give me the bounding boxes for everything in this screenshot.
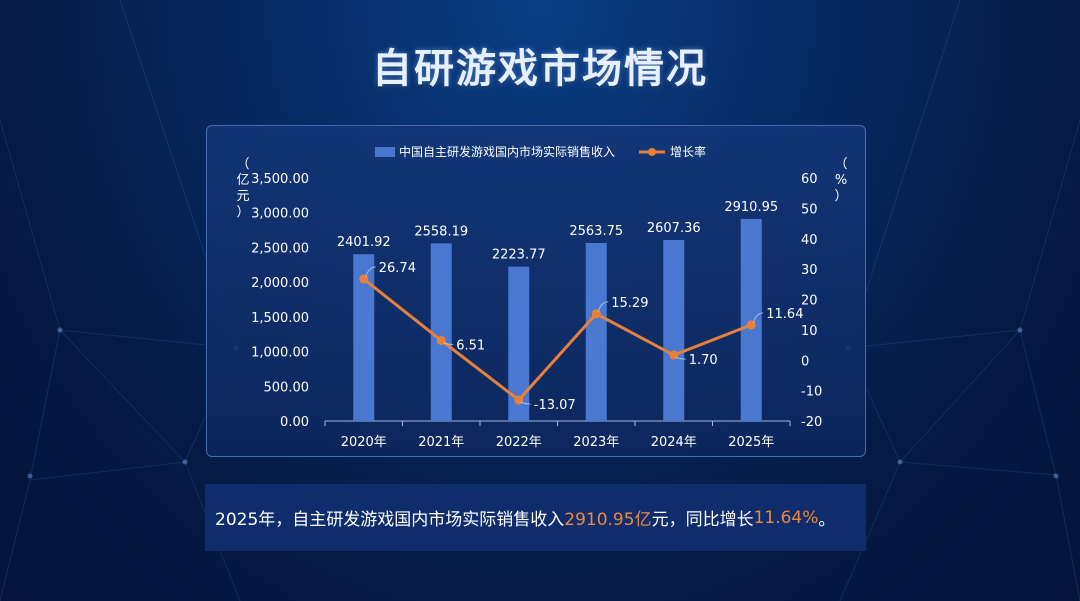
growth-rate-label: 26.74 [379, 261, 416, 276]
legend-line-marker [648, 148, 656, 156]
y-left-axis-title-char: 亿 [236, 173, 249, 188]
growth-rate-point [591, 309, 601, 319]
bar [740, 218, 762, 421]
growth-rate-line [362, 277, 752, 402]
bar [508, 266, 530, 421]
growth-rate-label: 6.51 [456, 338, 485, 353]
x-tick-label: 2021年 [418, 435, 464, 450]
legend-line-label: 增长率 [670, 144, 706, 159]
bar [353, 254, 375, 421]
y-right-tick-label: 40 [801, 233, 818, 248]
growth-rate-label: 1.70 [689, 353, 718, 368]
bar-value-label: 2558.19 [414, 224, 468, 239]
y-right-axis-title-char: ） [834, 189, 847, 204]
growth-rate-label: 11.64 [766, 307, 803, 322]
growth-rate-label: -13.07 [534, 398, 576, 413]
y-right-tick-label: 60 [801, 172, 818, 187]
bar-value-label: 2563.75 [569, 224, 623, 239]
y-left-tick-label: 3,500.00 [251, 172, 309, 187]
chart-panel: 中国自主研发游戏国内市场实际销售收入 增长率（亿元）（%） 0.00 500.00 1,… [206, 125, 866, 457]
y-left-axis-title-char: 元 [236, 189, 249, 204]
y-left-axis-title-char: （ [236, 157, 249, 172]
y-right-tick-label: -10 [801, 385, 822, 400]
summary-middle: 元，同比增长 [651, 510, 754, 530]
bar-value-label: 2607.36 [647, 221, 701, 236]
bar [585, 243, 607, 421]
summary-suffix: 。 [818, 510, 836, 530]
y-right-tick-label: 20 [801, 294, 818, 309]
bar [663, 239, 685, 421]
summary-prefix: 2025年，自主研发游戏国内市场实际销售收入 [215, 510, 565, 530]
summary-revenue-value: 2910.95亿 [564, 510, 652, 530]
growth-rate-point [359, 274, 369, 284]
growth-label-leader [365, 266, 376, 278]
bar-value-label: 2910.95 [724, 200, 778, 215]
growth-label-leader [597, 301, 609, 312]
bar-value-label: 2223.77 [492, 248, 546, 263]
x-tick-label: 2024年 [651, 435, 697, 450]
growth-rate-point [746, 320, 756, 330]
x-tick-label: 2023年 [573, 435, 619, 450]
y-left-axis-title-char: ） [236, 205, 249, 220]
bar [430, 243, 452, 421]
y-right-axis-title-char: % [835, 173, 847, 188]
legend-bar-label: 中国自主研发游戏国内市场实际销售收入 [399, 144, 615, 159]
growth-rate-label: 15.29 [611, 296, 648, 311]
y-left-tick-label: 1,500.00 [251, 311, 309, 326]
x-tick-label: 2025年 [728, 435, 774, 450]
y-right-tick-label: 10 [801, 324, 818, 339]
y-right-tick-label: -20 [801, 415, 822, 430]
legend-bar-swatch [375, 147, 395, 157]
x-tick-label: 2020年 [341, 435, 387, 450]
y-right-tick-label: 50 [801, 202, 818, 217]
growth-label-leader [752, 312, 764, 324]
bar-value-label: 2401.92 [337, 235, 391, 250]
y-left-tick-label: 2,000.00 [251, 276, 309, 291]
y-left-tick-label: 3,000.00 [251, 207, 309, 222]
y-right-tick-label: 0 [801, 354, 809, 369]
summary-growth-value: 11.64% [753, 507, 819, 528]
y-left-tick-label: 500.00 [264, 380, 310, 395]
y-left-tick-label: 2,500.00 [251, 241, 309, 256]
growth-label-leader [675, 356, 686, 360]
growth-label-leader [442, 342, 454, 345]
y-left-tick-label: 0.00 [280, 415, 309, 430]
y-right-axis-title-char: （ [834, 157, 847, 172]
x-tick-label: 2022年 [496, 435, 542, 450]
y-right-tick-label: 30 [801, 263, 818, 278]
growth-label-leader [520, 401, 531, 405]
y-left-tick-label: 1,000.00 [251, 346, 309, 361]
page-title: 自研游戏市场情况 [372, 46, 708, 92]
revenue-growth-chart: 中国自主研发游戏国内市场实际销售收入 增长率（亿元）（%）0.00500.001,… [236, 144, 847, 450]
summary-box: 2025年，自主研发游戏国内市场实际销售收入 2910.95亿 元，同比增长 11.6… [205, 484, 866, 551]
